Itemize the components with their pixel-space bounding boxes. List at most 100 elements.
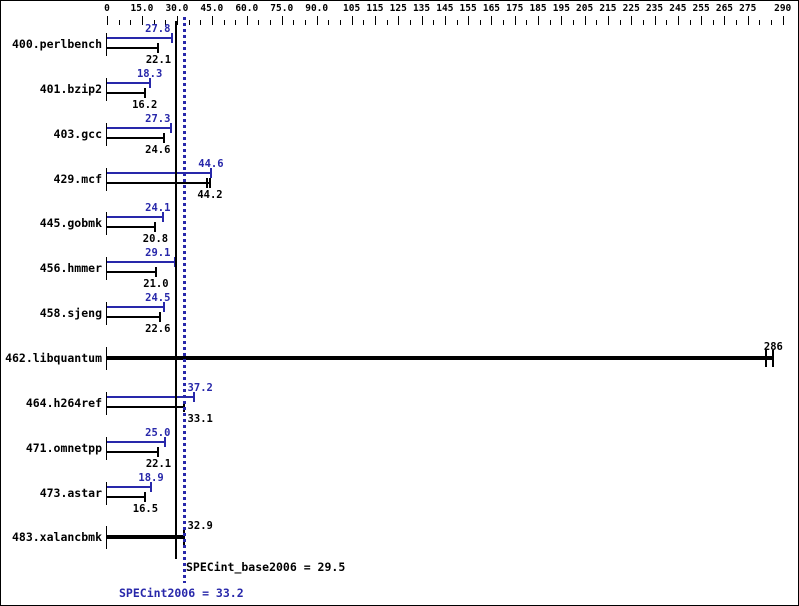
peak-bar [107,127,171,129]
peak-bar [107,306,165,308]
axis-major-tick [422,16,423,25]
axis-tick-label: 195 [552,3,570,14]
row-axis-bracket [106,168,107,191]
base-bar [107,271,156,273]
row-axis-bracket [106,257,107,280]
peak-value-label: 37.2 [187,382,213,394]
axis-minor-tick [410,20,411,25]
base-bar-cap [157,43,160,53]
base-bar-cap [157,447,160,457]
peak-value-label: 18.3 [136,68,163,80]
axis-minor-tick [130,20,131,25]
benchmark-label: 473.astar [39,486,102,500]
peak-bar-cap [209,168,212,178]
axis-minor-tick [433,20,434,25]
axis-minor-tick [305,20,306,25]
axis-major-tick [317,16,318,25]
peak-value-label: 24.1 [145,202,171,214]
peak-bar-cap [162,212,165,222]
axis-tick-label: 45.0 [200,3,224,14]
axis-minor-tick [736,20,737,25]
base-value-label: 16.5 [132,503,159,515]
axis-minor-tick [270,20,271,25]
axis-tick-label: 165 [482,3,501,14]
base-bar [107,92,145,94]
base-bar-cap [163,133,166,143]
axis-minor-tick [713,20,714,25]
base-bar-cap [158,312,161,322]
axis-major-tick [631,16,632,25]
axis-minor-tick [526,20,527,25]
axis-major-tick [398,16,399,25]
axis-major-tick [783,16,784,25]
axis-minor-tick [666,20,667,25]
peak-mean-line [183,17,186,583]
benchmark-label: 445.gobmk [39,216,102,230]
axis-major-tick [515,16,516,25]
base-bar [107,496,146,498]
base-value-label: 22.1 [145,458,172,470]
axis-major-tick [608,16,609,25]
merged-bar [107,356,774,360]
base-mean-line [175,21,177,559]
axis-minor-tick [189,20,190,25]
axis-minor-tick [200,20,201,25]
axis-tick-label: 175 [506,3,524,14]
axis-tick-label: 90.0 [305,3,329,14]
base-value-label: 33.1 [187,413,213,425]
axis-tick-label: 225 [622,3,640,14]
peak-value-label: 29.1 [145,247,171,259]
row-axis-bracket [106,437,107,460]
axis-major-tick [177,16,178,25]
axis-minor-tick [573,20,574,25]
axis-tick-label: 235 [645,3,664,14]
axis-tick-label: 115 [366,3,384,14]
merged-value-label: 32.9 [187,520,213,532]
axis-tick-label: 125 [389,3,407,14]
merged-value-label: 286 [763,341,783,353]
benchmark-label: 483.xalancbmk [11,530,102,544]
axis-major-tick [468,16,469,25]
peak-bar-cap [192,392,195,402]
peak-bar [107,82,150,84]
axis-major-tick [724,16,725,25]
benchmark-label: 458.sjeng [39,306,102,320]
peak-bar [107,37,172,39]
peak-value-label: 44.6 [198,158,224,170]
axis-major-tick [538,16,539,25]
benchmark-label: 456.hmmer [39,261,102,275]
axis-major-tick [352,16,353,25]
axis-major-tick [701,16,702,25]
axis-minor-tick [293,20,294,25]
axis-major-tick [561,16,562,25]
row-axis-bracket [106,482,107,505]
axis-major-tick [212,16,213,25]
axis-major-tick [445,16,446,25]
base-value-label: 20.8 [142,233,169,245]
base-bar-cap [205,178,208,188]
row-axis-bracket [106,212,107,235]
peak-bar [107,486,152,488]
axis-minor-tick [363,20,364,25]
base-value-label: 16.2 [132,99,158,111]
axis-tick-label: 135 [412,3,431,14]
base-value-label: 21.0 [143,278,169,290]
axis-minor-tick [457,20,458,25]
axis-tick-label: 275 [739,3,757,14]
axis-minor-tick [165,20,166,25]
axis-minor-tick [224,20,225,25]
axis-minor-tick [620,20,621,25]
row-axis-bracket [106,33,107,56]
axis-minor-tick [119,20,120,25]
benchmark-label: 429.mcf [53,172,102,186]
peak-bar [107,441,166,443]
base-bar-cap [154,222,157,232]
peak-bar [107,396,194,398]
axis-major-tick [282,16,283,25]
base-value-label: 22.1 [145,54,172,66]
axis-minor-tick [643,20,644,25]
row-axis-bracket [106,347,107,370]
peak-bar-cap [163,302,166,312]
axis-tick-label: 290 [774,3,792,14]
peak-bar-cap [164,437,167,447]
